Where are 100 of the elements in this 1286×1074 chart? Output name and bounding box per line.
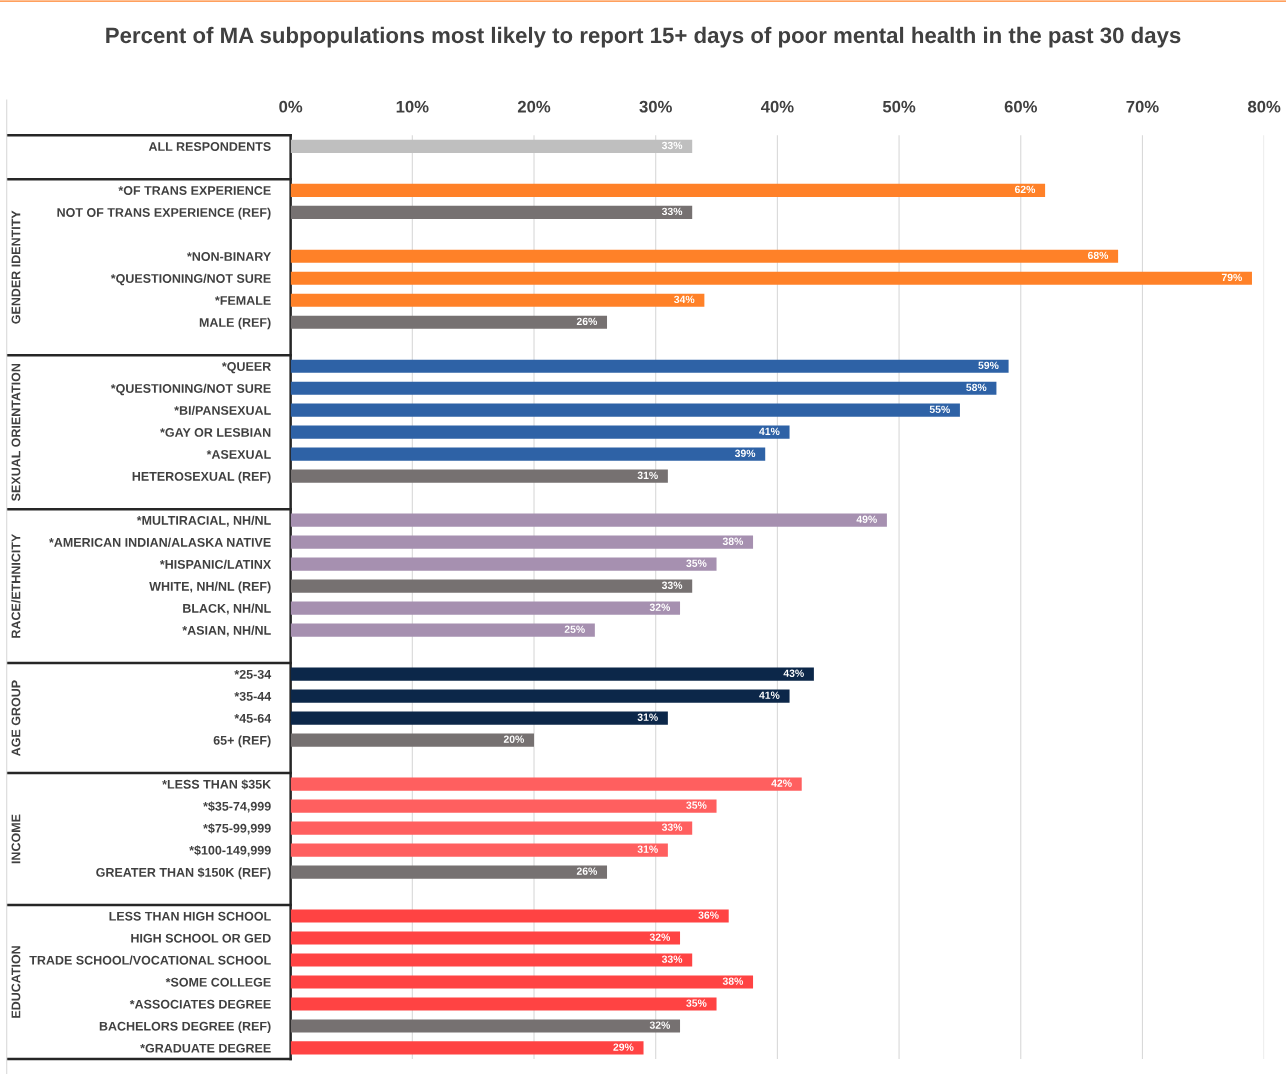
data-label: 55% [929, 405, 950, 414]
data-label: 59% [978, 361, 999, 370]
bar [290, 359, 1009, 373]
data-label: 43% [783, 669, 804, 677]
x-tick-label: 50% [882, 100, 916, 113]
x-tick-label: 60% [1004, 100, 1037, 113]
bar [290, 667, 814, 681]
y-tick-label: *HISPANIC/LATINX [159, 559, 272, 569]
bar [290, 865, 608, 879]
bar [290, 557, 717, 571]
bar [290, 469, 668, 483]
data-label: 35% [686, 801, 707, 809]
chart-title: Percent of MA subpopulations most likely to report 15+ days of poor mental health in the past 30 days [106, 26, 1181, 48]
y-tick-label: 65+ (REF) [213, 735, 271, 748]
bar [290, 1041, 644, 1055]
y-tick-label: GREATER THAN $150K (REF) [96, 867, 271, 880]
bar [290, 931, 681, 945]
x-tick-label: 70% [1126, 100, 1159, 113]
bar [290, 183, 1046, 197]
data-label: 38% [722, 537, 744, 545]
bar [290, 205, 693, 219]
data-label: 32% [649, 603, 671, 611]
y-tick-label: *LESS THAN $35K [162, 779, 272, 790]
y-tick-label: *OF TRANS EXPERIENCE [118, 186, 271, 195]
x-tick-label: 20% [517, 100, 551, 113]
data-label: 39% [734, 449, 756, 458]
text: GENDER IDENTITY [11, 210, 21, 324]
y-tick-label: *$100-149,999 [189, 845, 271, 857]
data-label: 26% [576, 867, 598, 875]
bar [290, 513, 887, 527]
bar [290, 447, 766, 461]
y-tick-label: TRADE SCHOOL/VOCATIONAL SCHOOL [29, 955, 271, 965]
bar [290, 689, 790, 703]
y-tick-label: *QUESTIONING/NOT SURE [110, 273, 271, 286]
bar [290, 799, 717, 813]
data-label: 49% [856, 515, 877, 523]
bar [290, 271, 1252, 285]
y-tick-label: ALL RESPONDENTS [148, 142, 271, 151]
data-label: 32% [649, 1021, 671, 1029]
data-label: 41% [759, 427, 780, 435]
text: SEXUAL ORIENTATION [11, 363, 21, 501]
y-tick-label: *35-44 [234, 691, 272, 701]
x-tick-label: 40% [760, 100, 794, 113]
bar [290, 975, 754, 989]
data-label: 35% [686, 999, 707, 1007]
data-label: 33% [661, 823, 683, 831]
data-label: 34% [674, 295, 695, 304]
text: INCOME [11, 814, 21, 864]
x-tick-label: 10% [396, 100, 429, 113]
x-tick-label: 80% [1247, 100, 1281, 113]
x-tick-label: 0% [279, 100, 303, 113]
y-tick-label: BLACK, NH/NL [183, 603, 271, 615]
y-tick-label: NOT OF TRANS EXPERIENCE (REF) [57, 207, 271, 220]
bar [290, 535, 754, 549]
y-tick-label: *AMERICAN INDIAN/ALASKA NATIVE [49, 537, 271, 547]
bar [290, 909, 729, 923]
y-tick-label: *$75-99,999 [203, 823, 271, 835]
bar [290, 249, 1119, 263]
y-tick-label: *45-64 [234, 713, 272, 723]
y-tick-label: *25-34 [234, 669, 272, 679]
y-tick-label: *MULTIRACIAL, NH/NL [136, 515, 271, 527]
bar [290, 381, 997, 395]
y-tick-label: MALE (REF) [199, 317, 271, 330]
bar [290, 293, 705, 307]
y-tick-label: *ASIAN, NH/NL [182, 625, 271, 637]
bar [290, 733, 535, 747]
data-label: 41% [759, 691, 780, 699]
data-label: 62% [1014, 185, 1036, 194]
bar [290, 139, 693, 153]
bar [290, 777, 802, 791]
data-label: 25% [564, 625, 585, 633]
bar [290, 1019, 681, 1033]
y-tick-label: HETEROSEXUAL (REF) [132, 471, 271, 484]
y-tick-label: *BI/PANSEXUAL [174, 405, 271, 415]
bar [290, 315, 608, 329]
bar [290, 623, 595, 637]
y-tick-label: *NON-BINARY [186, 252, 271, 261]
y-tick-label: *SOME COLLEGE [165, 977, 271, 987]
text: RACE/ETHNICITY [11, 533, 21, 638]
data-label: 35% [686, 559, 707, 567]
data-label: 32% [649, 933, 671, 941]
data-label: 79% [1221, 273, 1242, 282]
bar [290, 601, 681, 615]
y-tick-label: LESS THAN HIGH SCHOOL [109, 911, 271, 921]
y-tick-label: HIGH SCHOOL OR GED [131, 933, 271, 943]
x-tick-label: 30% [639, 100, 672, 113]
data-label: 31% [637, 713, 658, 721]
bar [290, 711, 668, 725]
data-label: 58% [966, 383, 987, 392]
data-label: 38% [722, 977, 744, 985]
y-tick-label: *ASSOCIATES DEGREE [129, 999, 271, 1009]
bar [290, 843, 668, 857]
data-label: 20% [503, 735, 525, 743]
text: AGE GROUP [11, 680, 21, 756]
y-tick-label: *GRADUATE DEGREE [140, 1043, 271, 1053]
data-label: 31% [637, 845, 658, 853]
y-tick-label: *GAY OR LESBIAN [160, 428, 271, 437]
data-label: 33% [661, 581, 683, 589]
bar [290, 997, 717, 1011]
bar [290, 579, 693, 593]
